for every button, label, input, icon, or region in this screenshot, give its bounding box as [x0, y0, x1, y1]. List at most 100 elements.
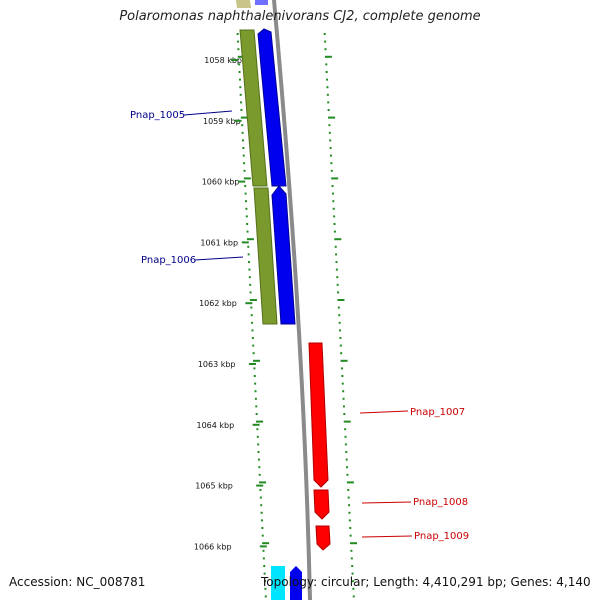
callout-line-1007: [359, 410, 409, 414]
gc-dot: [257, 458, 260, 461]
gc-dot: [257, 451, 260, 453]
forward-cds-1005[interactable]: [257, 28, 287, 187]
tick-mark: [231, 59, 238, 61]
gc-dot: [264, 595, 267, 598]
gc-dot: [339, 329, 342, 332]
callout-line-1009: [361, 535, 413, 538]
tick-mark: [252, 423, 260, 426]
tick-label: 1064 kbp: [196, 421, 234, 430]
gc-dot: [252, 344, 255, 347]
gc-dot: [236, 33, 239, 35]
gene-label-1007[interactable]: Pnap_1007: [410, 407, 465, 418]
callout-line-1006: [194, 256, 244, 261]
gc-dot: [333, 215, 336, 218]
gc-dot: [351, 580, 354, 583]
gc-dot: [246, 230, 249, 233]
gc-dot: [249, 283, 252, 286]
gc-dot: [326, 86, 329, 89]
rna-feature[interactable]: [271, 566, 285, 600]
gc-dot: [336, 283, 339, 286]
gc-dot: [325, 63, 328, 66]
gc-dot: [337, 306, 340, 309]
gc-dot: [344, 428, 347, 431]
gc-dot: [323, 33, 326, 35]
gc-dot: [246, 223, 249, 225]
gc-dot: [346, 481, 354, 484]
gc-dot: [352, 587, 355, 590]
tick-label: 1063 kbp: [198, 360, 236, 369]
tick-label: 1061 kbp: [200, 238, 238, 247]
gc-dot: [243, 177, 251, 180]
gc-dot: [326, 78, 329, 81]
gc-dot: [245, 207, 248, 210]
gc-dot: [342, 390, 345, 393]
gc-dot: [244, 185, 247, 187]
gc-dot: [352, 595, 355, 598]
gene-label-1005[interactable]: Pnap_1005: [130, 110, 185, 121]
gc-dot: [238, 63, 241, 66]
forward-cds-1006[interactable]: [271, 185, 296, 325]
gc-dot: [328, 116, 336, 119]
gene-track-segment-1005[interactable]: [239, 29, 268, 187]
gc-dot: [349, 527, 352, 529]
reverse-cds-1008[interactable]: [313, 489, 330, 520]
gc-dot: [340, 359, 348, 362]
reverse-cds-1007[interactable]: [308, 342, 329, 488]
gc-content-track-left: [236, 33, 270, 598]
gc-dot: [246, 238, 254, 241]
gc-dot: [238, 78, 241, 81]
gc-dot: [237, 55, 245, 58]
gene-label-1008[interactable]: Pnap_1008: [413, 497, 468, 508]
gc-dot: [259, 489, 262, 491]
gc-dot: [332, 207, 335, 210]
gc-dot: [253, 375, 256, 377]
gc-dot: [264, 587, 267, 590]
gc-dot: [239, 93, 242, 96]
gc-dot: [261, 534, 264, 537]
gc-dot: [340, 352, 343, 355]
gc-dot: [240, 116, 248, 119]
forward-cds-bottom[interactable]: [290, 566, 302, 600]
gc-dot: [247, 253, 250, 256]
gc-dot: [250, 314, 253, 317]
gc-dot: [338, 314, 341, 317]
reverse-cds-1009[interactable]: [315, 525, 331, 551]
gc-dot: [347, 489, 350, 491]
gc-dot: [243, 169, 246, 172]
gc-dot: [254, 397, 257, 400]
tick-mark: [241, 241, 249, 244]
gc-dot: [242, 147, 245, 149]
gc-dot: [350, 549, 353, 552]
gc-dot: [259, 496, 262, 499]
gc-dot: [345, 451, 348, 453]
gc-dot: [252, 352, 255, 355]
gc-dot: [260, 504, 263, 507]
callout-line-1005: [183, 110, 233, 116]
gc-dot: [239, 86, 242, 89]
gene-label-1009[interactable]: Pnap_1009: [414, 531, 469, 542]
gc-dot: [248, 268, 251, 271]
tick-mark: [245, 302, 253, 305]
gc-dot: [339, 337, 342, 339]
gc-dot: [237, 48, 240, 51]
gc-dot: [243, 162, 246, 165]
tick-labels: 1058 kbp 1059 kbp 1060 kbp 1061 kbp 1062 kbp…: [194, 56, 267, 551]
tick-label: 1062 kbp: [199, 299, 237, 308]
gc-dot: [343, 420, 351, 423]
gc-dot: [336, 276, 339, 279]
gene-label-1006[interactable]: Pnap_1006: [141, 255, 196, 266]
tick-mark: [234, 119, 242, 122]
gc-dot: [341, 375, 344, 377]
tick-mark: [249, 363, 256, 365]
gc-dot: [335, 261, 338, 263]
gc-dot: [348, 511, 351, 514]
tick-label: 1060 kbp: [202, 178, 240, 187]
gc-dot: [333, 223, 336, 225]
gc-dot: [261, 527, 264, 529]
gc-dot: [256, 428, 259, 431]
gc-dot: [342, 397, 345, 400]
gc-dot: [343, 413, 346, 415]
gene-track-segment-1006[interactable]: [253, 187, 278, 325]
gc-dot: [332, 200, 335, 203]
